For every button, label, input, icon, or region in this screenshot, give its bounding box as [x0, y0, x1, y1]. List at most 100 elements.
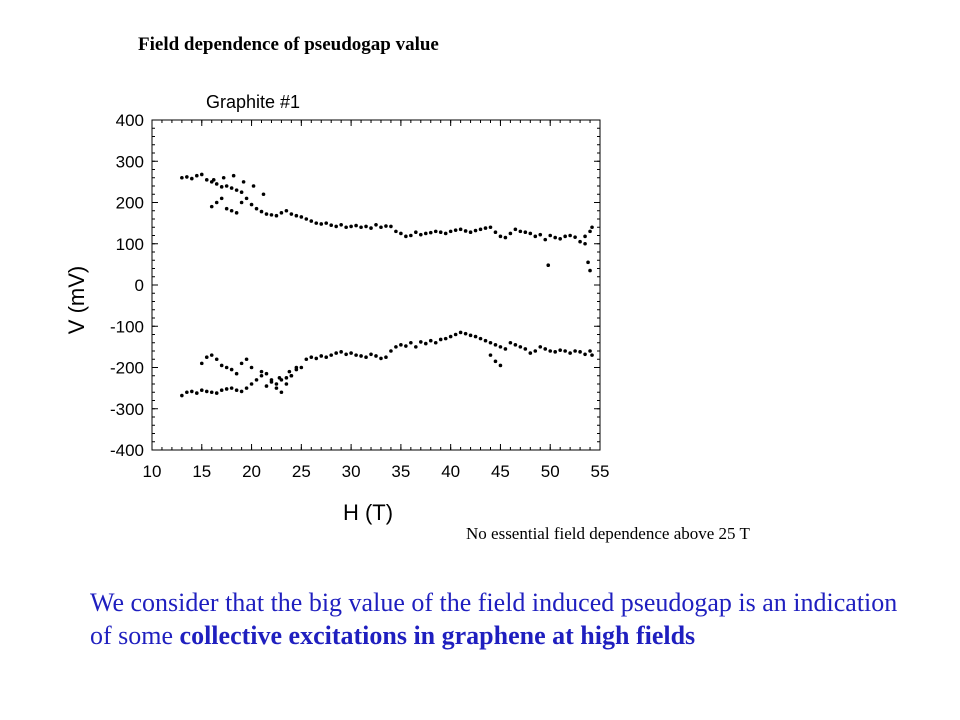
data-point [249, 382, 254, 386]
y-tick-label: -100 [110, 317, 144, 336]
data-point [498, 234, 503, 239]
data-points [180, 172, 594, 398]
data-point [423, 231, 428, 236]
data-point [498, 345, 503, 349]
data-point [543, 347, 548, 351]
data-point [329, 223, 334, 227]
data-point [438, 230, 443, 234]
data-point [304, 357, 309, 362]
data-point [404, 344, 408, 348]
data-point [209, 204, 214, 209]
data-point [264, 212, 269, 216]
data-point [384, 224, 388, 228]
data-point [419, 232, 423, 237]
data-point [259, 373, 264, 378]
data-point [314, 221, 319, 225]
data-point [244, 357, 249, 362]
data-point [180, 393, 184, 398]
data-point [269, 378, 274, 382]
data-point [573, 235, 577, 239]
data-point [254, 206, 259, 211]
data-point [493, 230, 498, 234]
data-point [458, 330, 463, 335]
data-point [214, 391, 219, 395]
data-point [344, 352, 348, 357]
data-point [224, 387, 229, 391]
data-point [588, 268, 592, 273]
data-point [528, 351, 533, 355]
data-point [374, 354, 378, 358]
data-point [503, 347, 508, 351]
y-tick-label: 100 [116, 235, 144, 254]
x-tick-label: 50 [541, 462, 560, 481]
data-point [359, 354, 363, 358]
data-point [528, 231, 533, 236]
observation-note: No essential field dependence above 25 T [466, 524, 750, 543]
data-point [590, 225, 594, 230]
data-point [214, 200, 219, 205]
data-point [493, 359, 498, 364]
y-tick-label: -200 [110, 359, 144, 378]
data-point [478, 336, 483, 341]
data-point [553, 350, 557, 354]
data-point [364, 224, 368, 229]
data-point [543, 237, 548, 242]
data-point [438, 337, 443, 342]
data-point [468, 333, 473, 338]
data-point [533, 234, 538, 239]
data-point [195, 173, 199, 178]
x-tick-label: 20 [242, 462, 261, 481]
data-point [264, 384, 269, 388]
data-point [234, 211, 239, 215]
data-point [354, 353, 358, 357]
data-point [409, 233, 413, 238]
data-point [221, 175, 226, 180]
data-point [299, 215, 304, 219]
data-point [399, 343, 403, 347]
data-point [428, 338, 433, 343]
data-point [414, 230, 418, 234]
data-point [209, 390, 214, 395]
data-point [493, 343, 498, 347]
data-point [359, 225, 363, 230]
data-point [334, 224, 338, 229]
data-point [279, 211, 284, 215]
data-point [190, 389, 194, 394]
data-point [463, 331, 468, 336]
data-point [274, 213, 279, 218]
data-point [214, 357, 219, 362]
data-point [299, 365, 304, 370]
data-point [389, 224, 393, 229]
axis-ticks [151, 119, 601, 451]
data-point [538, 345, 543, 349]
data-point [239, 389, 244, 394]
data-point [538, 232, 543, 237]
data-point [229, 208, 234, 213]
data-point [224, 184, 229, 188]
data-point [518, 345, 523, 349]
data-point [573, 349, 577, 353]
data-point [483, 226, 488, 230]
data-point [294, 213, 299, 218]
data-point [209, 353, 214, 357]
data-point [199, 361, 204, 366]
conclusion-normal: We consider that the big value of the fi… [90, 588, 898, 650]
data-point [578, 350, 582, 354]
data-point [204, 389, 209, 394]
data-point [518, 229, 523, 234]
data-point [354, 223, 358, 228]
data-point [234, 371, 239, 376]
data-point [433, 229, 438, 234]
data-point [583, 241, 587, 246]
data-point [264, 371, 269, 376]
x-tick-label: 40 [441, 462, 460, 481]
data-point [548, 349, 553, 353]
data-point [239, 361, 244, 366]
data-point [488, 225, 493, 230]
data-point [478, 227, 483, 232]
data-point [488, 340, 493, 345]
chart-title: Graphite #1 [206, 92, 300, 112]
data-point [583, 234, 587, 239]
y-tick-label: 300 [116, 152, 144, 171]
